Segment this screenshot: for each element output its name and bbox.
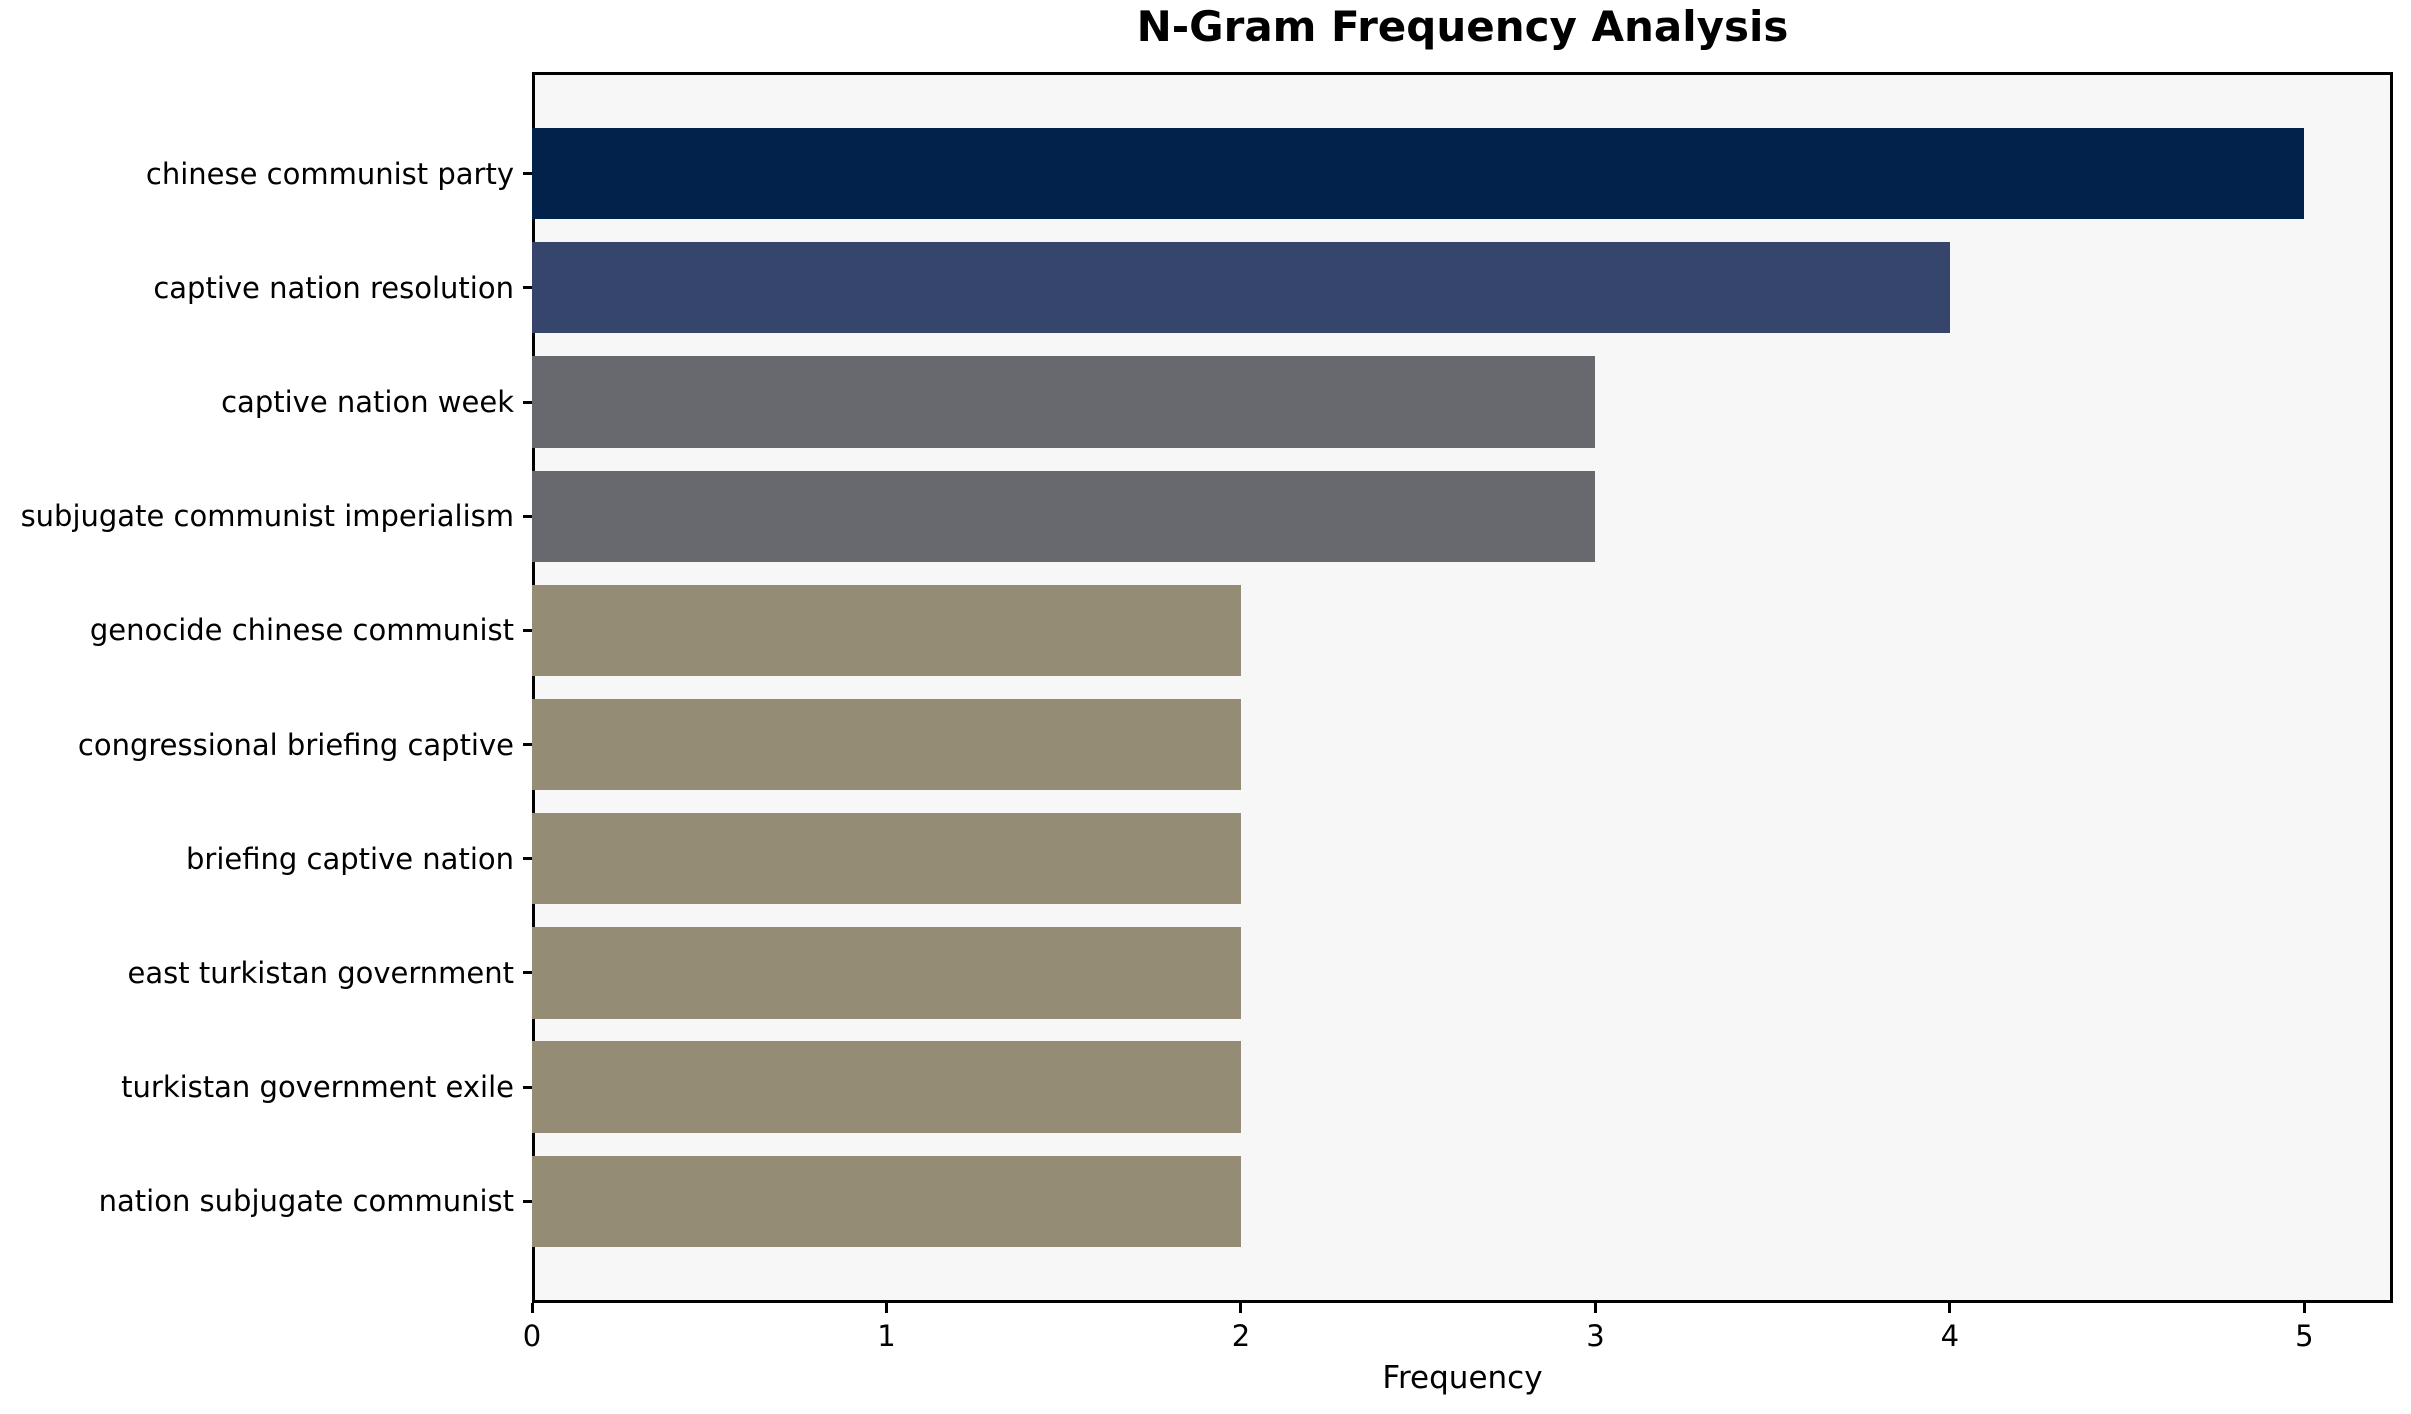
bar — [532, 127, 2305, 220]
chart-title: N-Gram Frequency Analysis — [1136, 2, 1789, 51]
y-tick-label: nation subjugate communist — [98, 1184, 514, 1219]
y-tick-mark — [523, 857, 532, 861]
y-tick-label: subjugate communist imperialism — [20, 499, 514, 534]
y-tick-mark — [523, 514, 532, 518]
y-tick-mark — [523, 743, 532, 747]
x-tick-mark — [1593, 1303, 1597, 1313]
x-tick-mark — [884, 1303, 888, 1313]
x-tick-label: 1 — [877, 1319, 896, 1353]
x-tick-label: 0 — [522, 1319, 542, 1353]
y-tick-mark — [523, 1199, 532, 1203]
bar — [532, 1041, 1241, 1133]
x-tick-label: 5 — [2295, 1319, 2314, 1353]
y-tick-label: congressional briefing captive — [77, 727, 514, 762]
y-tick-label: turkistan government exile — [121, 1070, 514, 1105]
y-tick-label: captive nation week — [221, 385, 514, 420]
plot-layer — [532, 72, 2393, 1303]
bar — [532, 813, 1241, 905]
bar — [532, 927, 1241, 1019]
x-tick-label: 2 — [1231, 1319, 1251, 1353]
y-tick-mark — [523, 286, 532, 290]
x-tick-mark — [1239, 1303, 1243, 1313]
y-tick-mark — [523, 172, 532, 176]
bar — [532, 242, 1950, 334]
bar — [532, 698, 1241, 791]
bar — [532, 1155, 1241, 1248]
x-tick-label: 4 — [1940, 1319, 1960, 1353]
y-tick-label: east turkistan government — [127, 955, 514, 990]
x-axis-title: Frequency — [1382, 1360, 1543, 1396]
y-tick-label: briefing captive nation — [186, 841, 514, 876]
y-tick-label: genocide chinese communist — [89, 613, 514, 648]
bar — [532, 470, 1596, 562]
bar — [532, 584, 1241, 677]
y-tick-mark — [523, 400, 532, 404]
y-tick-mark — [523, 1085, 532, 1089]
x-tick-mark — [2302, 1303, 2306, 1313]
x-tick-mark — [530, 1303, 534, 1313]
bar — [532, 356, 1596, 448]
y-tick-mark — [523, 971, 532, 975]
y-tick-label: captive nation resolution — [153, 270, 514, 305]
y-tick-label: chinese communist party — [145, 156, 514, 191]
x-tick-mark — [1948, 1303, 1952, 1313]
x-tick-label: 3 — [1586, 1319, 1605, 1353]
y-tick-mark — [523, 628, 532, 632]
